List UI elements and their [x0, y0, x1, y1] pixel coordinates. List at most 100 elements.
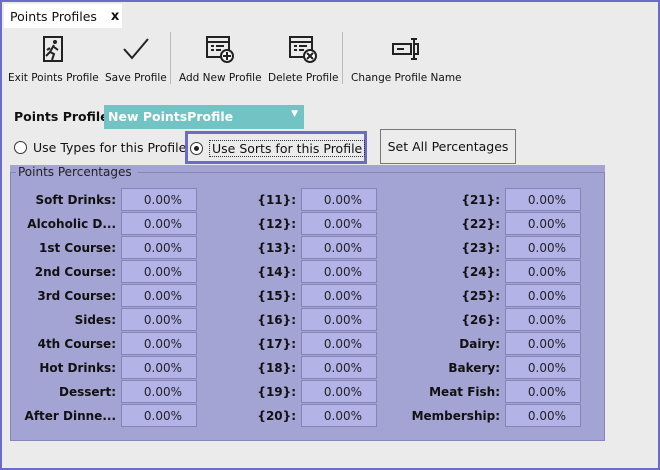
percentage-input[interactable]: 0.00%	[121, 356, 197, 379]
percentage-row: {22}: 0.00%	[390, 212, 581, 235]
percentage-label: {11}:	[257, 192, 296, 207]
percentage-label: {20}:	[257, 408, 296, 423]
percentage-input[interactable]: 0.00%	[505, 308, 581, 331]
percentage-input[interactable]: 0.00%	[301, 188, 377, 211]
percentage-input[interactable]: 0.00%	[121, 404, 197, 427]
percentage-row: {25}: 0.00%	[390, 284, 581, 307]
percentage-label: 3rd Course:	[37, 288, 116, 303]
percentage-input[interactable]: 0.00%	[121, 188, 197, 211]
percentage-row: Membership: 0.00%	[390, 404, 581, 427]
change-profile-name-button[interactable]: Change Profile Name	[351, 34, 462, 84]
set-all-percentages-button[interactable]: Set All Percentages	[380, 129, 516, 164]
percentage-label: {19}:	[257, 384, 296, 399]
rename-icon	[392, 38, 420, 60]
percentage-row: Meat Fish: 0.00%	[390, 380, 581, 403]
percentage-row: {21}: 0.00%	[390, 188, 581, 211]
percentage-input[interactable]: 0.00%	[301, 404, 377, 427]
delete-profile-button[interactable]: Delete Profile	[268, 34, 339, 84]
toolbar-divider	[342, 32, 343, 84]
tab-points-profiles[interactable]: Points Profiles x	[4, 4, 122, 28]
percentage-input[interactable]: 0.00%	[301, 380, 377, 403]
percentage-input[interactable]: 0.00%	[121, 236, 197, 259]
percentage-label: After Dinne...	[24, 408, 116, 423]
percentage-label: {21}:	[461, 192, 500, 207]
percentage-input[interactable]: 0.00%	[301, 284, 377, 307]
radio-circle-selected	[190, 142, 203, 155]
percentage-label: Dairy:	[459, 336, 500, 351]
percentage-input[interactable]: 0.00%	[505, 212, 581, 235]
percentage-input[interactable]: 0.00%	[121, 260, 197, 283]
percentage-label: 1st Course:	[39, 240, 116, 255]
percentage-row: {18}: 0.00%	[190, 356, 377, 379]
percentage-label: {16}:	[257, 312, 296, 327]
percentage-input[interactable]: 0.00%	[121, 284, 197, 307]
percentage-input[interactable]: 0.00%	[505, 284, 581, 307]
percentage-input[interactable]: 0.00%	[505, 380, 581, 403]
percentage-label: Dessert:	[59, 384, 116, 399]
percentage-label: {26}:	[461, 312, 500, 327]
percentage-input[interactable]: 0.00%	[505, 188, 581, 211]
close-icon[interactable]: x	[110, 8, 120, 24]
percentage-input[interactable]: 0.00%	[121, 332, 197, 355]
percentage-input[interactable]: 0.00%	[121, 380, 197, 403]
save-profile-button[interactable]: Save Profile	[105, 34, 167, 84]
points-percentages-group: Points Percentages Soft Drinks: 0.00% Alco…	[10, 165, 605, 441]
use-types-label: Use Types for this Profile	[33, 140, 187, 155]
focus-highlight	[185, 131, 367, 164]
percentage-input[interactable]: 0.00%	[301, 308, 377, 331]
percentage-row: Dairy: 0.00%	[390, 332, 581, 355]
percentage-row: Soft Drinks: 0.00%	[10, 188, 197, 211]
percentage-label: {23}:	[461, 240, 500, 255]
percentage-row: {11}: 0.00%	[190, 188, 377, 211]
toolbar-label: Exit Points Profile	[8, 72, 99, 84]
add-new-profile-button[interactable]: Add New Profile	[179, 34, 262, 84]
percentage-row: {15}: 0.00%	[190, 284, 377, 307]
percentage-row: {13}: 0.00%	[190, 236, 377, 259]
percentage-label: {14}:	[257, 264, 296, 279]
percentage-input[interactable]: 0.00%	[301, 212, 377, 235]
group-frame	[10, 172, 605, 441]
percentage-input[interactable]: 0.00%	[301, 356, 377, 379]
percentage-input[interactable]: 0.00%	[301, 236, 377, 259]
percentage-row: Dessert: 0.00%	[10, 380, 197, 403]
percentage-input[interactable]: 0.00%	[121, 212, 197, 235]
percentage-row: {19}: 0.00%	[190, 380, 377, 403]
use-sorts-radio[interactable]: Use Sorts for this Profile	[190, 140, 366, 157]
percentage-row: {24}: 0.00%	[390, 260, 581, 283]
percentage-label: {17}:	[257, 336, 296, 351]
add-profile-icon	[206, 36, 235, 63]
toolbar-label: Delete Profile	[268, 72, 339, 84]
points-profile-dropdown[interactable]: New PointsProfile ▼	[104, 105, 304, 129]
percentage-input[interactable]: 0.00%	[505, 404, 581, 427]
percentage-input[interactable]: 0.00%	[505, 260, 581, 283]
exit-points-profile-button[interactable]: Exit Points Profile	[8, 34, 99, 84]
percentage-input[interactable]: 0.00%	[505, 332, 581, 355]
points-profile-label: Points Profile:	[14, 109, 114, 124]
percentage-row: 2nd Course: 0.00%	[10, 260, 197, 283]
percentage-input[interactable]: 0.00%	[301, 260, 377, 283]
percentage-input[interactable]: 0.00%	[301, 332, 377, 355]
toolbar-label: Save Profile	[105, 72, 167, 84]
percentage-label: Alcoholic D...	[27, 216, 116, 231]
percentage-row: Bakery: 0.00%	[390, 356, 581, 379]
percentage-label: {13}:	[257, 240, 296, 255]
percentage-label: {12}:	[257, 216, 296, 231]
percentage-label: {24}:	[461, 264, 500, 279]
percentage-row: {20}: 0.00%	[190, 404, 377, 427]
percentage-row: 3rd Course: 0.00%	[10, 284, 197, 307]
percentage-input[interactable]: 0.00%	[121, 308, 197, 331]
group-title: Points Percentages	[16, 165, 138, 179]
percentage-input[interactable]: 0.00%	[505, 356, 581, 379]
percentage-row: {12}: 0.00%	[190, 212, 377, 235]
percentage-label: Soft Drinks:	[35, 192, 116, 207]
radio-circle	[14, 141, 27, 154]
percentage-label: 4th Course:	[37, 336, 116, 351]
percentage-row: 1st Course: 0.00%	[10, 236, 197, 259]
toolbar-label: Change Profile Name	[351, 72, 462, 84]
exit-icon	[43, 36, 64, 62]
percentage-input[interactable]: 0.00%	[505, 236, 581, 259]
percentage-row: After Dinne... 0.00%	[10, 404, 197, 427]
use-types-radio[interactable]: Use Types for this Profile	[14, 140, 186, 155]
percentage-row: Sides: 0.00%	[10, 308, 197, 331]
